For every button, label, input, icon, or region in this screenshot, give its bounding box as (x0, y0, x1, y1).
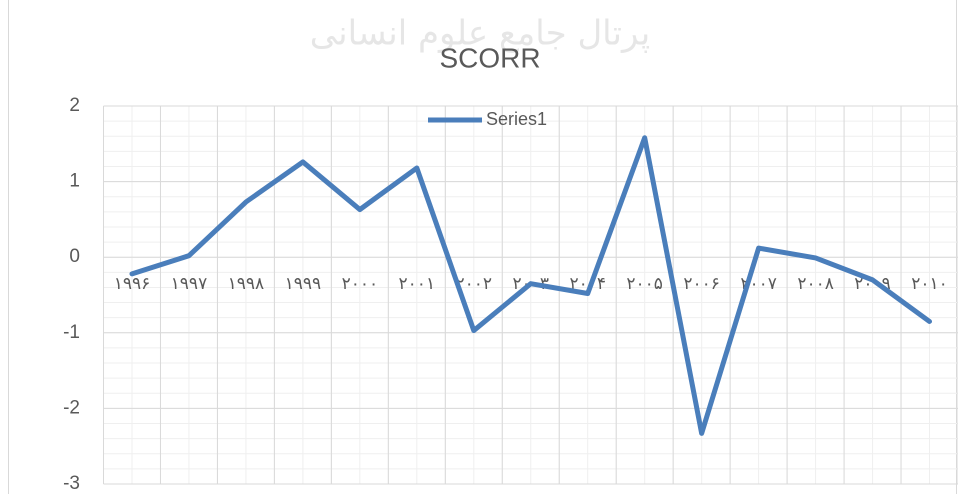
x-tick-label: ۲۰۰۸ (797, 274, 834, 294)
x-tick-label: ۱۹۹۹ (285, 274, 322, 294)
y-tick-label: -1 (63, 322, 80, 343)
watermark: پرتال جامع علوم انسانی (310, 14, 650, 54)
x-tick-label: ۱۹۹۶ (114, 274, 151, 294)
y-tick-label: 1 (69, 171, 80, 192)
y-tick-label: 0 (69, 246, 80, 267)
x-tick-label: ۲۰۰۵ (626, 274, 663, 294)
x-tick-label: ۱۹۹۸ (228, 274, 265, 294)
chart-frame (8, 0, 957, 494)
legend-label: Series1 (486, 109, 547, 129)
x-tick-label: ۱۹۹۷ (171, 274, 208, 294)
x-tick-label: ۲۰۰۹ (854, 274, 891, 294)
data-line (129, 135, 933, 436)
y-tick-label: 2 (69, 95, 80, 116)
x-tick-label: ۲۰۰۲ (456, 274, 493, 294)
x-tick-label: ۲۰۰۱ (399, 274, 436, 294)
x-tick-label: ۲۰۰۰ (342, 274, 379, 294)
y-tick-label: -3 (63, 473, 80, 494)
x-tick-label: ۲۰۱۰ (911, 274, 948, 294)
y-tick-label: -2 (63, 397, 80, 418)
chart-title: SCORR (439, 42, 540, 73)
x-tick-label: ۲۰۰۶ (683, 274, 720, 294)
